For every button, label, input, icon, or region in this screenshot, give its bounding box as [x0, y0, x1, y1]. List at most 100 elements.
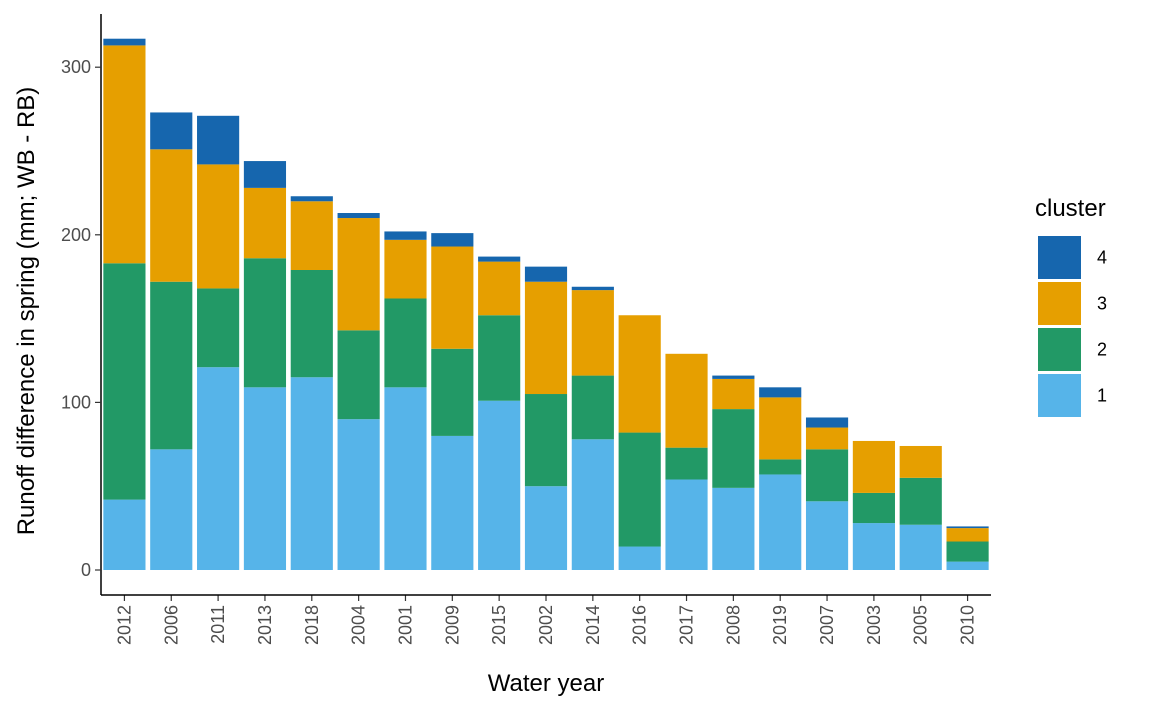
x-tick-label: 2018: [302, 605, 322, 645]
bar-2019-cluster-1: [759, 474, 802, 570]
bar-2001-cluster-1: [384, 387, 427, 570]
bar-2016-cluster-2: [618, 432, 661, 547]
bar-2004-cluster-4: [337, 213, 380, 219]
legend-label-cluster-1: 1: [1097, 386, 1107, 406]
y-tick-label: 200: [61, 225, 91, 245]
y-tick-label: 100: [61, 392, 91, 412]
bar-2002-cluster-4: [524, 266, 568, 282]
bar-2006-cluster-3: [150, 149, 193, 282]
bar-2011-cluster-4: [197, 115, 240, 165]
x-tick-label: 2005: [911, 605, 931, 645]
bar-2012-cluster-3: [103, 45, 146, 264]
bar-2004-cluster-3: [337, 218, 380, 331]
bar-2019-cluster-3: [759, 397, 802, 460]
bar-2002-cluster-1: [524, 486, 568, 570]
bar-2006-cluster-2: [150, 281, 193, 450]
bar-2011-cluster-2: [197, 288, 240, 368]
bar-2013-cluster-2: [243, 258, 287, 388]
bar-2003-cluster-2: [852, 492, 895, 524]
bar-2015-cluster-4: [478, 256, 521, 262]
bar-2005-cluster-3: [899, 445, 942, 478]
x-tick-label: 2003: [864, 605, 884, 645]
bar-2010-cluster-1: [946, 561, 989, 570]
bar-2008-cluster-4: [712, 375, 755, 379]
bar-2009-cluster-2: [431, 348, 474, 436]
bar-2018-cluster-4: [290, 196, 333, 202]
x-tick-label: 2011: [208, 605, 228, 644]
bar-2012-cluster-1: [103, 499, 146, 570]
bar-2010-cluster-3: [946, 528, 989, 542]
bar-2007-cluster-4: [805, 417, 849, 428]
x-tick-label: 2006: [161, 605, 181, 645]
bar-2001-cluster-2: [384, 298, 427, 388]
x-tick-label: 2007: [817, 605, 837, 645]
x-tick-label: 2019: [770, 605, 790, 645]
bar-2001-cluster-3: [384, 239, 427, 299]
bar-2014-cluster-2: [571, 375, 614, 440]
bar-2017-cluster-3: [665, 353, 708, 448]
x-tick-label: 2016: [630, 605, 650, 645]
bar-2014-cluster-4: [571, 286, 614, 291]
x-tick-label: 2001: [395, 605, 415, 645]
bar-2008-cluster-2: [712, 409, 755, 488]
bar-2017-cluster-1: [665, 479, 708, 570]
bar-2010-cluster-2: [946, 541, 989, 562]
bar-2009-cluster-3: [431, 246, 474, 349]
bar-2007-cluster-3: [805, 427, 849, 450]
bar-2003-cluster-3: [852, 440, 895, 493]
bar-2004-cluster-2: [337, 330, 380, 420]
bars-layer: [103, 38, 989, 570]
x-tick-label: 2014: [583, 605, 603, 645]
y-tick-label: 300: [61, 57, 91, 77]
x-tick-label: 2002: [536, 605, 556, 645]
x-tick-label: 2013: [255, 605, 275, 645]
bar-2016-cluster-1: [618, 546, 661, 570]
legend: cluster 4 3 2 1: [1035, 195, 1107, 417]
bar-2001-cluster-4: [384, 231, 427, 240]
x-tick-label: 2004: [349, 605, 369, 645]
x-axis-title: Water year: [488, 670, 604, 697]
x-tick-label: 2009: [442, 605, 462, 645]
bar-2002-cluster-3: [524, 281, 568, 395]
bar-2013-cluster-1: [243, 387, 287, 570]
bar-2012-cluster-2: [103, 263, 146, 500]
bar-2005-cluster-1: [899, 524, 942, 570]
legend-key-cluster-2: [1038, 328, 1081, 371]
bar-2018-cluster-1: [290, 377, 333, 570]
bar-2011-cluster-1: [197, 367, 240, 570]
legend-key-cluster-4: [1038, 236, 1081, 279]
bar-2014-cluster-3: [571, 290, 614, 376]
bar-2016-cluster-3: [618, 315, 661, 433]
y-tick-label: 0: [81, 560, 91, 580]
bar-2015-cluster-1: [478, 400, 521, 570]
bar-2006-cluster-1: [150, 449, 193, 570]
bar-2009-cluster-1: [431, 435, 474, 570]
bar-2003-cluster-1: [852, 523, 895, 570]
legend-key-cluster-1: [1038, 374, 1081, 417]
y-axis-title: Runoff difference in spring (mm; WB - RB…: [13, 87, 40, 536]
bar-2008-cluster-3: [712, 378, 755, 410]
bar-2010-cluster-4: [946, 526, 989, 529]
bar-2006-cluster-4: [150, 112, 193, 150]
x-tick-label: 2008: [723, 605, 743, 645]
legend-title: cluster: [1035, 195, 1106, 222]
x-tick-label: 2015: [489, 605, 509, 645]
bar-2014-cluster-1: [571, 439, 614, 570]
bar-2019-cluster-4: [759, 387, 802, 398]
bar-2013-cluster-4: [243, 161, 287, 188]
bar-2008-cluster-1: [712, 487, 755, 570]
legend-label-cluster-2: 2: [1097, 340, 1107, 360]
bar-2018-cluster-2: [290, 270, 333, 378]
bar-2011-cluster-3: [197, 164, 240, 289]
bar-2013-cluster-3: [243, 187, 287, 259]
legend-key-cluster-3: [1038, 282, 1081, 325]
legend-label-cluster-4: 4: [1097, 248, 1107, 268]
bar-2012-cluster-4: [103, 38, 146, 46]
bar-2007-cluster-1: [805, 501, 849, 570]
x-tick-label: 2010: [958, 605, 978, 645]
bar-2005-cluster-2: [899, 477, 942, 525]
axes-layer: 2012 2006 2011 2013 2018 2004 2001 2009 2015 2002…: [61, 14, 991, 645]
bar-2015-cluster-3: [478, 261, 521, 316]
